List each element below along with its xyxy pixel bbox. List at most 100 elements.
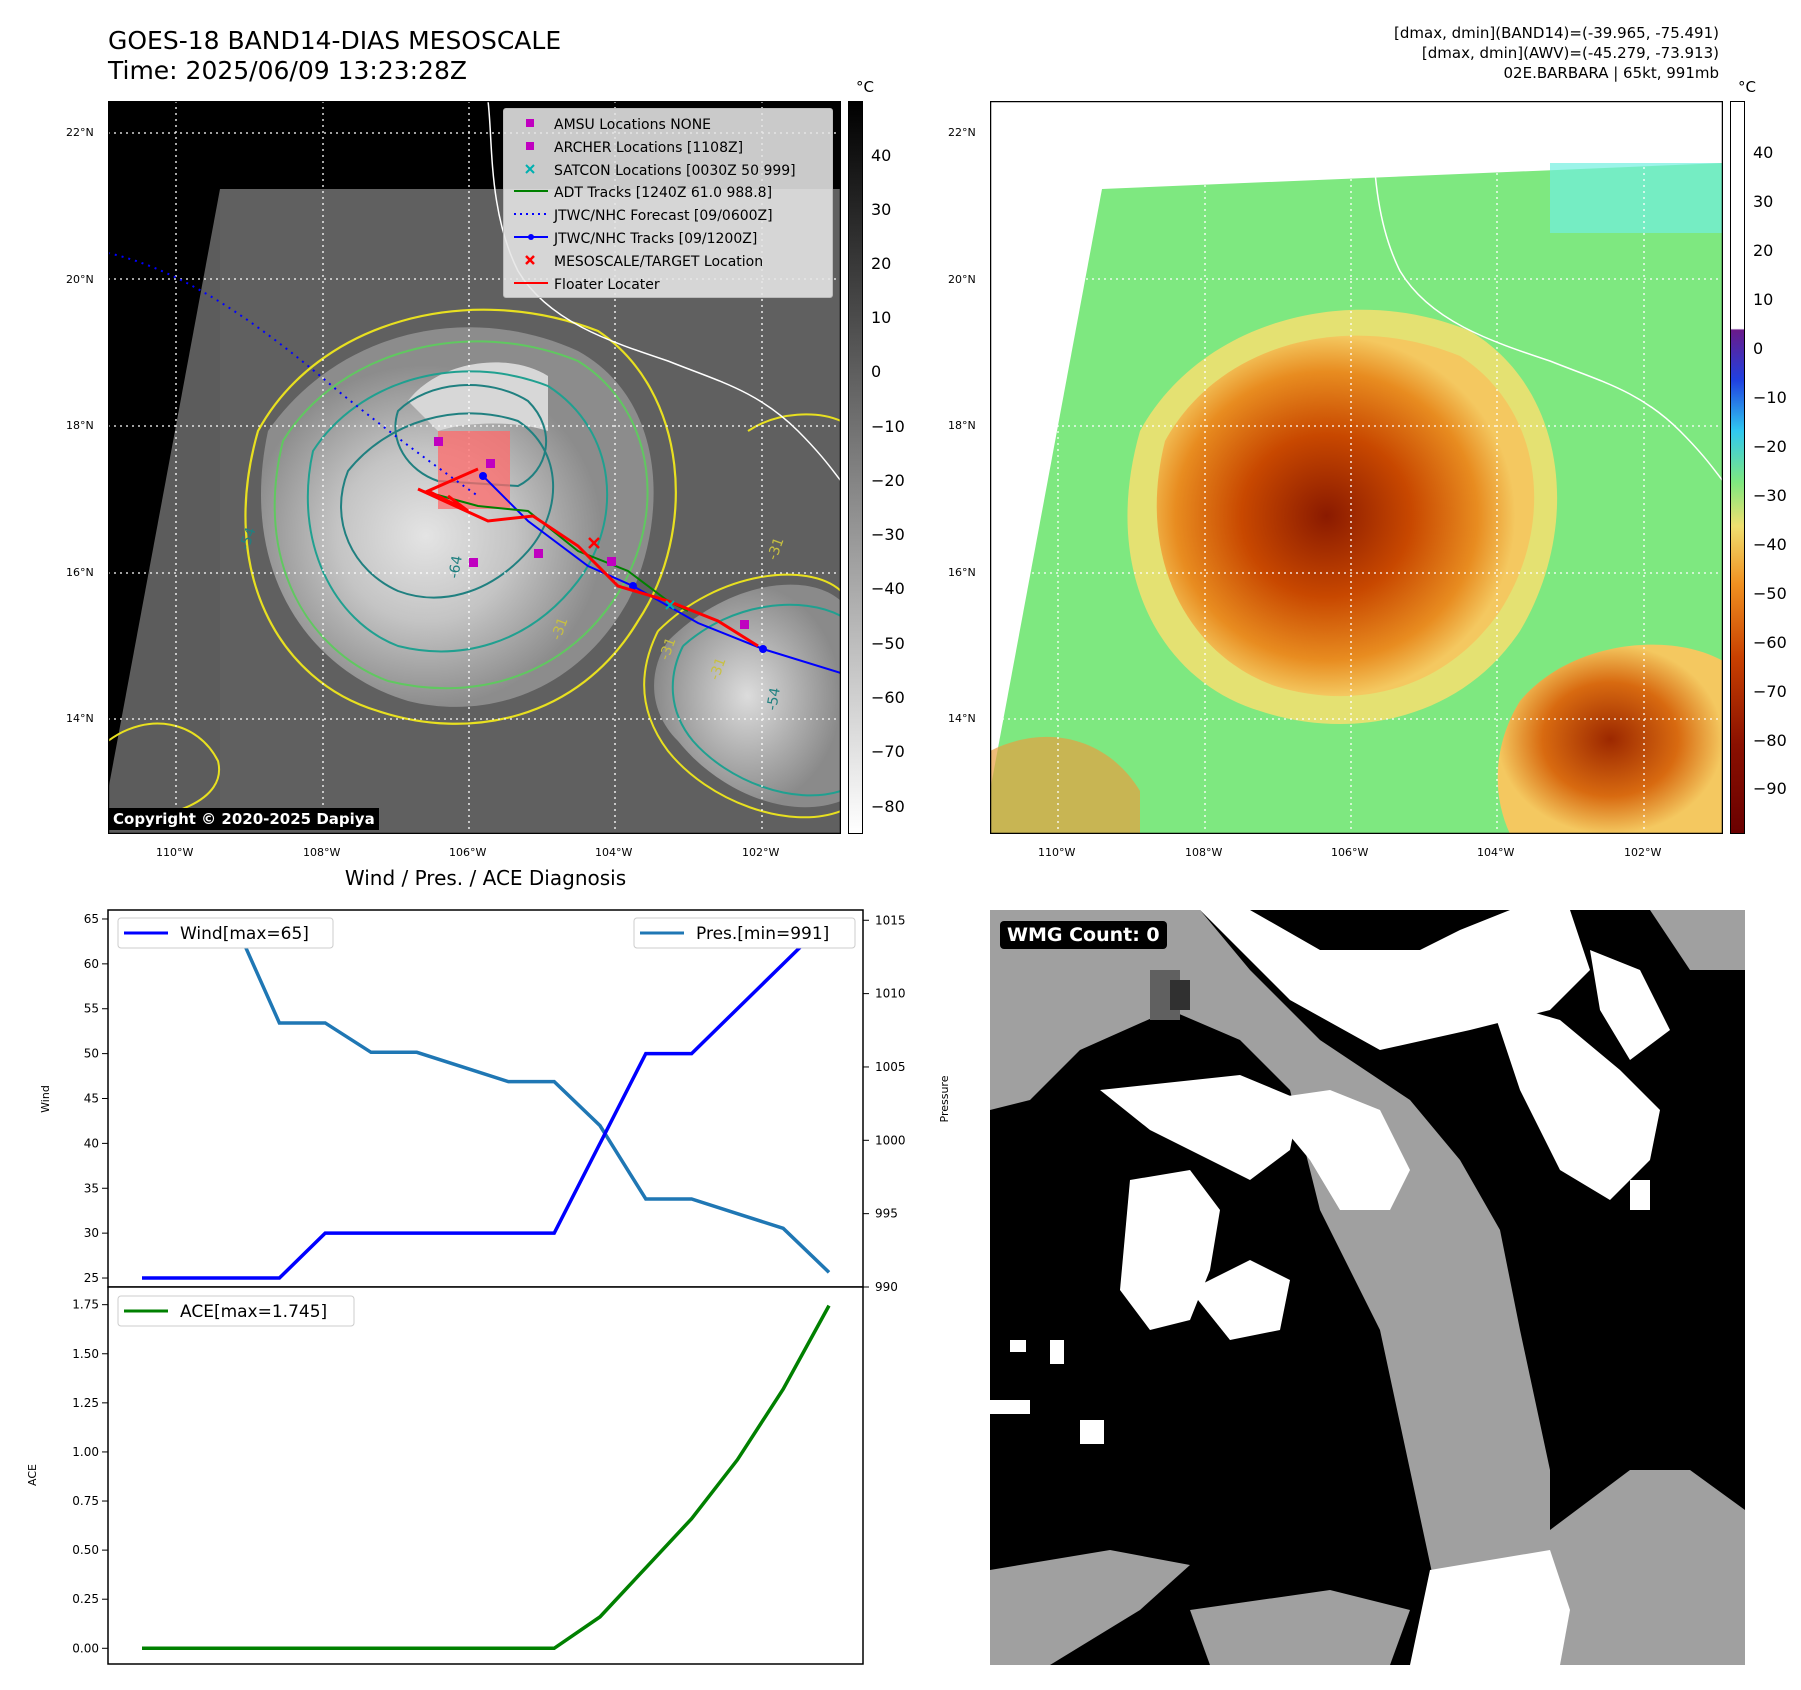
lon-label-108w-awv: 108°W <box>1185 846 1223 859</box>
x-marker-icon <box>525 164 535 174</box>
line-dot-icon <box>514 234 548 240</box>
square-marker-icon <box>526 119 534 127</box>
right-cb-tick: −50 <box>1753 584 1787 603</box>
right-cb-tick: 0 <box>1753 339 1764 358</box>
wind-tick-label: 25 <box>84 1271 99 1285</box>
right-cb-tick: −60 <box>1753 633 1787 652</box>
central-dense-overcast <box>260 327 654 707</box>
diagnosis-chart: 65 60 55 50 45 40 35 30 25 1015 1010 1005 1000 995 990… <box>26 909 951 1665</box>
left-colorbar-unit: °C <box>856 78 874 96</box>
contour-label-4: -31 <box>657 635 680 662</box>
wind-pres-axes <box>107 909 864 1288</box>
pres-legend-label: Pres.[min=991] <box>696 924 829 944</box>
wind-tick-label: 30 <box>84 1226 99 1240</box>
lon-label-102w: 102°W <box>742 846 780 859</box>
left-cb-tick: 40 <box>871 146 892 165</box>
archer-markers <box>434 437 749 629</box>
right-cb-tick: −30 <box>1753 486 1787 505</box>
right-cb-tick: 30 <box>1753 192 1774 211</box>
left-cb-tick: −70 <box>871 742 905 761</box>
lat-label-20n-awv: 20°N <box>948 273 976 286</box>
lat-label-18n: 18°N <box>66 419 94 432</box>
legend-jtwc-forecast: JTWC/NHC Forecast [09/0600Z] <box>554 208 773 225</box>
lat-label-14n: 14°N <box>66 712 94 725</box>
lon-label-102w-awv: 102°W <box>1624 846 1662 859</box>
pressure-tick-label: 995 <box>875 1207 898 1221</box>
contour-label-2: -54 <box>237 525 260 552</box>
central-dense-overcast-awv <box>1156 335 1535 697</box>
left-cb-tick: −50 <box>871 634 905 653</box>
contour-label-6: -54 <box>764 686 784 711</box>
satcon-marker <box>665 600 675 610</box>
contour-dark-teal <box>340 412 555 599</box>
meta-band14-range: [dmax, dmin](BAND14)=(-39.965, -75.491) <box>1394 24 1719 42</box>
floater-locater-track <box>417 467 759 648</box>
lon-label-108w: 108°W <box>303 846 341 859</box>
ace-legend: ACE[max=1.745] <box>117 1295 355 1327</box>
wmg-count-label: WMG Count: 0 <box>1000 921 1167 949</box>
pressure-series-line <box>142 918 831 1274</box>
left-colorbar <box>848 101 863 834</box>
right-cb-tick: −40 <box>1753 535 1787 554</box>
lon-label-104w: 104°W <box>595 846 633 859</box>
left-cb-tick: 10 <box>871 308 892 327</box>
right-colorbar-unit: °C <box>1738 78 1756 96</box>
wind-tick-label: 50 <box>84 1047 99 1061</box>
wind-tick-label: 45 <box>84 1092 99 1106</box>
mesoscale-target-marker <box>588 537 600 549</box>
wind-tick-label: 60 <box>84 957 99 971</box>
wind-tick-label: 65 <box>84 912 99 926</box>
pressure-tick-label: 1005 <box>875 1060 906 1074</box>
ace-legend-label: ACE[max=1.745] <box>180 1302 327 1322</box>
southeast-convection-awv <box>1497 644 1723 834</box>
left-cb-tick: 0 <box>871 362 882 381</box>
contour-yellow <box>244 308 677 725</box>
x-marker-icon <box>525 255 535 265</box>
right-cb-tick: −20 <box>1753 437 1787 456</box>
jtwc-forecast-track <box>108 252 479 497</box>
contour-label-5: -31 <box>707 655 730 682</box>
contour-green <box>273 340 649 690</box>
lat-label-18n-awv: 18°N <box>948 419 976 432</box>
contour-label-1: -64 <box>446 554 466 579</box>
lat-label-16n: 16°N <box>66 566 94 579</box>
square-marker-icon <box>526 142 534 150</box>
ace-tick-label: 1.75 <box>72 1298 99 1312</box>
right-cb-tick: −80 <box>1753 731 1787 750</box>
legend-amsu: AMSU Locations NONE <box>554 117 712 133</box>
lon-label-106w-awv: 106°W <box>1331 846 1369 859</box>
awv-map <box>990 101 1723 834</box>
contour-labels: -64 -54 -31 -31 -31 -54 -31 <box>237 525 788 711</box>
ace-tick-label: 0.25 <box>72 1592 99 1606</box>
contour-label-3: -31 <box>549 615 572 642</box>
ace-axis-label: ACE <box>26 1464 39 1486</box>
pressure-tick-label: 1015 <box>875 913 906 927</box>
right-cb-tick: −90 <box>1753 779 1787 798</box>
wind-legend-label: Wind[max=65] <box>180 924 309 944</box>
legend-floater: Floater Locater <box>554 276 660 293</box>
wind-axis-label: Wind <box>39 1085 52 1113</box>
coastline <box>487 101 841 482</box>
lat-label-16n-awv: 16°N <box>948 566 976 579</box>
diagnosis-title: Wind / Pres. / ACE Diagnosis <box>344 866 627 890</box>
right-cb-tick: 40 <box>1753 143 1774 162</box>
legend-adt: ADT Tracks [1240Z 61.0 988.8] <box>554 185 773 202</box>
pressure-axis-label: Pressure <box>938 1075 951 1122</box>
awv-map-gridlines <box>990 101 1723 834</box>
pres-legend: Pres.[min=991] <box>633 917 856 949</box>
pressure-tick-label: 990 <box>875 1280 898 1294</box>
wmg-panel <box>990 910 1745 1665</box>
left-cb-tick: −20 <box>871 471 905 490</box>
legend-icons <box>514 119 548 284</box>
left-cb-tick: −10 <box>871 417 905 436</box>
figure-title-line2: Time: 2025/06/09 13:23:28Z <box>108 56 467 85</box>
legend-archer: ARCHER Locations [1108Z] <box>554 139 744 156</box>
lon-label-110w-awv: 110°W <box>1038 846 1076 859</box>
right-cb-tick: −10 <box>1753 388 1787 407</box>
left-cb-tick: −80 <box>871 797 905 816</box>
ace-series-line <box>142 1304 831 1651</box>
left-cb-tick: −40 <box>871 579 905 598</box>
pressure-tick-label: 1000 <box>875 1133 906 1147</box>
contour-teal <box>306 370 609 653</box>
left-cb-tick: −30 <box>871 525 905 544</box>
